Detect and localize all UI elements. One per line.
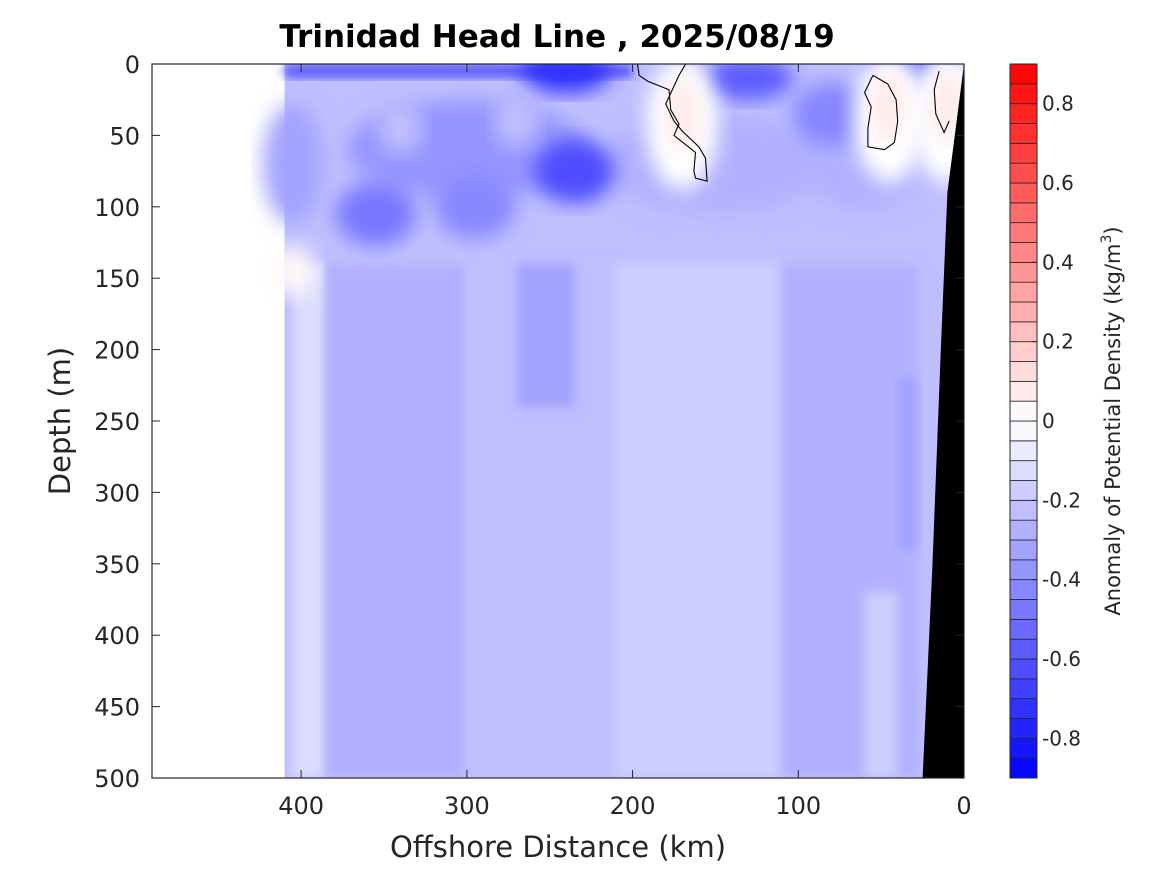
colorbar-ticks: 0.8 0.6 0.4 0.2 0 -0.2 -0.4 -0.6 -0.8 [1032,92,1081,750]
colorbar-tick-label: -0.8 [1042,726,1081,750]
x-tick-label: 100 [775,792,821,820]
field-feature-subsurface-minimum [534,139,615,204]
field-band [864,592,898,778]
colorbar-band [1009,341,1038,362]
colorbar-band [1009,579,1038,600]
plot-area [152,64,964,778]
colorbar-band [1009,222,1038,243]
field-feature-weak-anomaly [494,95,539,148]
colorbar-tick-label: 0.4 [1042,250,1074,274]
colorbar-label-superscript: 3 [1099,235,1115,244]
field-feature-positive-anomaly [871,70,908,143]
field-band [326,263,467,778]
y-tick-label: 150 [94,265,140,293]
colorbar-label-close: ) [1101,226,1125,234]
colorbar-band [1009,142,1038,164]
colorbar-band [1009,698,1038,719]
x-tick-label: 400 [278,792,324,820]
colorbar-band [1009,63,1038,85]
colorbar-band [1009,242,1038,263]
x-axis-label: Offshore Distance (km) [390,830,726,864]
field-band [516,263,575,407]
x-axis: 400 300 200 100 0 [278,64,972,820]
y-tick-label: 250 [94,408,140,436]
y-tick-label: 50 [109,122,140,150]
y-tick-label: 350 [94,551,140,579]
colorbar-band [1009,400,1038,422]
colorbar-tick-label: 0.8 [1042,92,1074,116]
colorbar-band [1009,380,1038,402]
field-feature-weak-anomaly [378,102,423,155]
colorbar-band [1009,618,1038,640]
y-axis-label: Depth (m) [43,347,77,495]
field-feature-positive-anomaly [664,77,701,150]
colorbar-band [1009,162,1038,184]
x-tick-label: 300 [444,792,490,820]
field-feature-subsurface-minimum [335,181,416,246]
y-tick-label: 100 [94,194,140,222]
colorbar-band [1009,480,1038,501]
colorbar-band [1009,599,1038,620]
colorbar-band [1009,638,1038,660]
y-tick-label: 500 [94,765,140,793]
colorbar-band [1009,281,1038,303]
field-band [616,263,782,778]
x-tick-label: 200 [610,792,656,820]
colorbar-band [1009,123,1038,144]
colorbar-band [1009,440,1038,462]
zero-contours [636,64,950,182]
zero-contour-line [863,74,899,151]
zero-contour-line [933,70,950,134]
field-feature-surface-minimum [703,64,794,101]
colorbar-band [1009,519,1038,541]
colorbar-band [1009,737,1038,759]
field-feature-positive-anomaly [929,70,964,143]
colorbar-label: Anomaly of Potential Density (kg/m3) [1099,226,1125,615]
colorbar-band [1009,321,1038,343]
colorbar-tick-label: -0.2 [1042,488,1081,512]
bathymetry-seafloor [922,64,964,778]
colorbar-band [1009,202,1038,224]
field-blob [262,103,323,224]
colorbar-band [1009,103,1038,124]
field-feature-surface-minimum [521,64,612,94]
colorbar-band [1009,261,1038,283]
colorbar-tick-label: -0.4 [1042,568,1081,592]
colorbar-band [1009,182,1038,204]
y-tick-label: 0 [125,51,140,79]
colorbar-band [1009,499,1038,521]
colorbar-band [1009,678,1038,700]
colorbar-tick-label: 0.6 [1042,171,1074,195]
field-band [897,378,918,550]
y-tick-label: 300 [94,479,140,507]
colorbar-band [1009,559,1038,581]
colorbar-label-text: Anomaly of Potential Density (kg/m [1101,244,1125,616]
y-tick-label: 200 [94,337,140,365]
field-band [292,263,326,778]
colorbar-band [1009,718,1038,739]
y-tick-label: 400 [94,622,140,650]
colorbar-band [1009,460,1038,481]
zero-contour-line [636,64,708,182]
colorbar-band [1009,83,1038,105]
x-tick-label: 0 [956,792,971,820]
field-feature-weak-anomaly [270,245,315,298]
colorbar-band [1009,539,1038,561]
colorbar-band [1009,361,1038,382]
colorbar-tick-label: -0.6 [1042,647,1081,671]
colorbar-band [1009,420,1038,442]
colorbar-band [1009,658,1038,680]
colorbar-tick-label: 0 [1042,409,1055,433]
field-feature-subsurface-minimum [791,81,872,146]
colorbar-band [1009,301,1038,323]
colorbar-band [1009,757,1038,779]
colorbar [1009,63,1038,779]
y-tick-label: 450 [94,694,140,722]
y-axis: 0 50 100 150 200 250 300 350 400 450 500 [94,51,964,793]
density-anomaly-field [262,64,964,778]
colorbar-tick-label: 0.2 [1042,330,1074,354]
field-feature-subsurface-minimum [435,174,516,239]
chart-title: Trinidad Head Line , 2025/08/19 [279,19,834,55]
